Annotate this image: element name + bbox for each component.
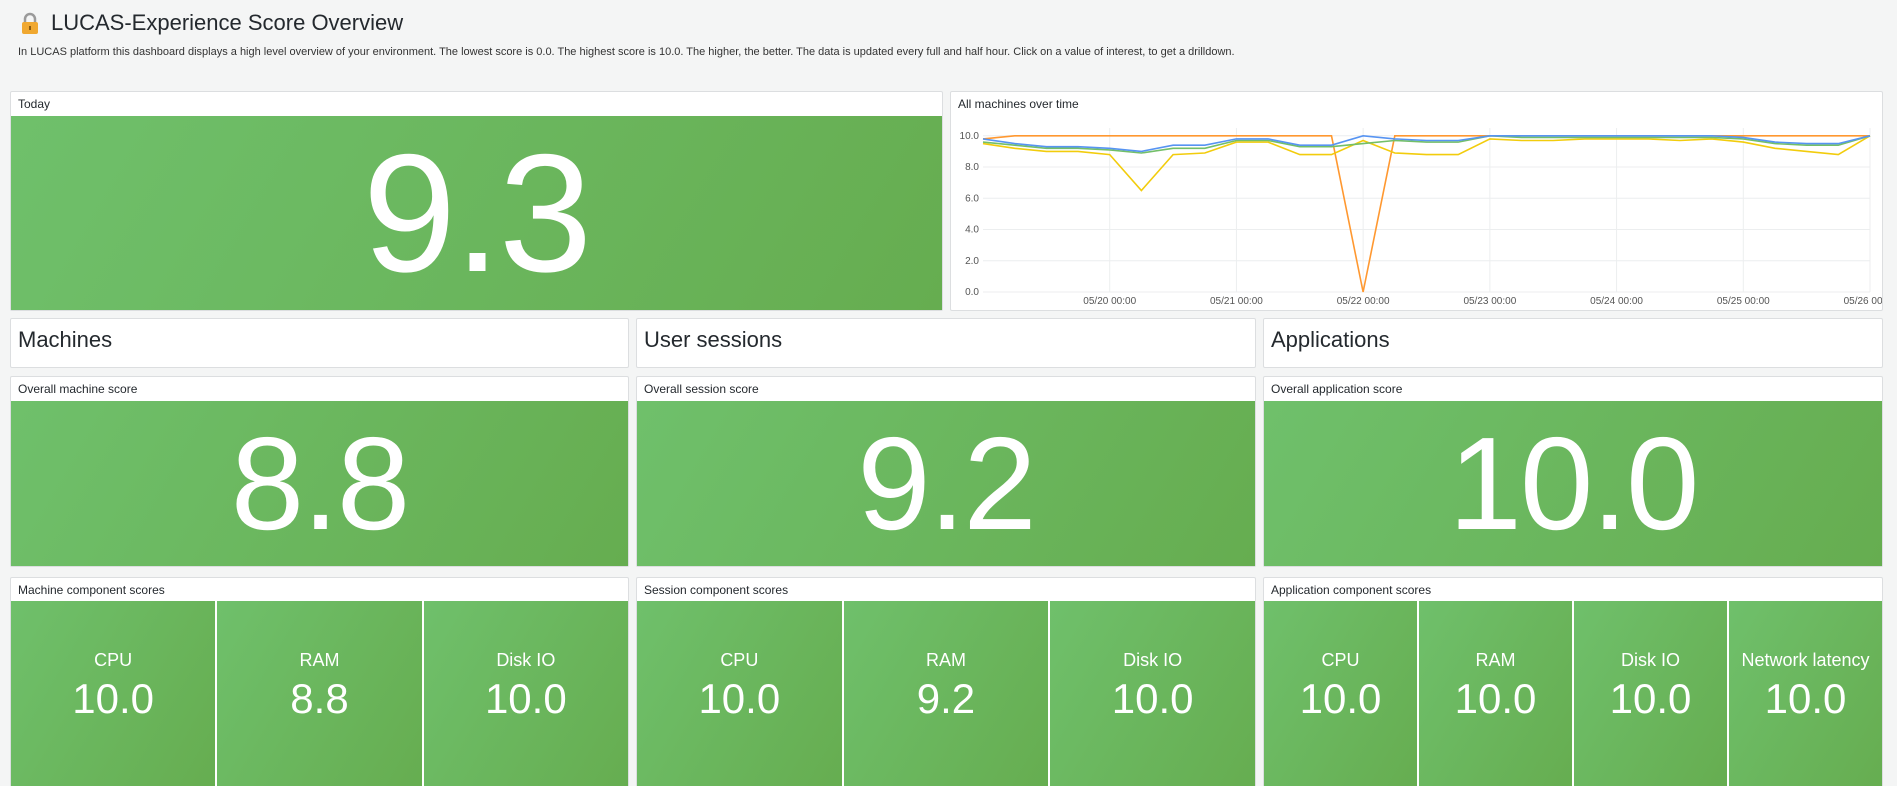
score-panel: Overall application score 10.0 (1263, 376, 1883, 567)
chart-title: All machines over time (958, 97, 1079, 111)
component-score[interactable]: 10.0 (1299, 674, 1382, 722)
component-tile[interactable]: CPU 10.0 (11, 601, 216, 786)
section-header-panel: Applications (1263, 318, 1883, 368)
today-score-tile[interactable]: 9.3 (11, 116, 942, 310)
x-tick-label: 05/23 00:00 (1463, 296, 1516, 307)
component-score[interactable]: 8.8 (290, 674, 349, 722)
component-score[interactable]: 9.2 (916, 674, 976, 722)
x-tick-label: 05/26 00:00 (1844, 296, 1882, 307)
section-title: Machines (18, 327, 113, 352)
y-tick-label: 4.0 (965, 225, 979, 236)
series-line (982, 135, 1871, 192)
y-tick-label: 0.0 (965, 287, 979, 298)
series-line (982, 135, 1870, 293)
score-panel: Overall session score 9.2 (636, 376, 1256, 567)
section-header-panel: Machines (10, 318, 629, 368)
component-label[interactable]: Disk IO (1123, 649, 1183, 670)
component-tile[interactable]: Disk IO 10.0 (1050, 601, 1255, 786)
component-label[interactable]: Network latency (1741, 649, 1870, 670)
x-tick-label: 05/25 00:00 (1717, 296, 1770, 307)
component-tile[interactable]: RAM 8.8 (217, 601, 422, 786)
panel-title: Session component scores (644, 583, 789, 597)
x-tick-label: 05/21 00:00 (1210, 296, 1263, 307)
component-score[interactable]: 10.0 (1111, 674, 1194, 722)
component-score[interactable]: 10.0 (484, 674, 567, 722)
overall-score[interactable]: 9.2 (857, 409, 1036, 557)
y-tick-label: 2.0 (965, 256, 979, 267)
component-tile[interactable]: Disk IO 10.0 (1574, 601, 1727, 786)
panel-title: Overall machine score (18, 382, 138, 396)
x-tick-label: 05/24 00:00 (1590, 296, 1643, 307)
panel-title: Overall application score (1271, 382, 1403, 396)
component-score[interactable]: 10.0 (72, 674, 155, 722)
component-label[interactable]: RAM (925, 649, 966, 670)
section-header-panel: User sessions (636, 318, 1256, 368)
chart-panel: All machines over time 0.0 2.0 4.0 6.0 8.0 10… (950, 91, 1883, 311)
overall-score[interactable]: 10.0 (1448, 409, 1700, 557)
component-score[interactable]: 10.0 (1454, 674, 1537, 722)
line-chart: 0.0 2.0 4.0 6.0 8.0 10.0 05/20 00:00 05/21 00:0… (960, 128, 1882, 307)
component-score[interactable]: 10.0 (698, 674, 781, 722)
component-tile[interactable]: CPU 10.0 (637, 601, 842, 786)
component-label[interactable]: RAM (299, 649, 340, 670)
component-label[interactable]: Disk IO (1620, 649, 1680, 670)
section-title: User sessions (644, 327, 783, 352)
score-panel: Overall machine score 8.8 (10, 376, 629, 567)
component-tile[interactable]: Disk IO 10.0 (423, 601, 628, 786)
component-label[interactable]: CPU (720, 649, 759, 670)
today-panel: Today 9.3 (10, 91, 943, 311)
panel-title: Application component scores (1271, 583, 1432, 597)
component-label[interactable]: CPU (1321, 649, 1360, 670)
panel-title: Overall session score (644, 382, 759, 396)
y-tick-label: 8.0 (965, 162, 979, 173)
components-panel: Application component scores CPU 10.0 RAM 10… (1263, 577, 1883, 786)
component-tile[interactable]: Network latency 10.0 (1729, 601, 1882, 786)
component-label[interactable]: CPU (94, 649, 133, 670)
score-tile[interactable]: 9.2 (637, 401, 1255, 566)
page-description: In LUCAS platform this dashboard display… (18, 46, 1235, 58)
score-tile[interactable]: 10.0 (1264, 401, 1882, 566)
series-line (982, 134, 1871, 154)
today-score[interactable]: 9.3 (362, 119, 593, 307)
component-score[interactable]: 10.0 (1609, 674, 1692, 722)
component-score[interactable]: 10.0 (1764, 674, 1847, 722)
section-title: Applications (1271, 327, 1390, 352)
y-tick-label: 10.0 (960, 131, 980, 142)
panel-title: Machine component scores (18, 583, 165, 597)
component-tile[interactable]: CPU 10.0 (1264, 601, 1417, 786)
panel-title: Today (18, 97, 51, 111)
component-tile[interactable]: RAM 9.2 (843, 601, 1049, 786)
overall-score[interactable]: 8.8 (230, 409, 410, 557)
lock-icon (22, 12, 38, 34)
x-tick-label: 05/22 00:00 (1337, 296, 1390, 307)
components-panel: Machine component scores CPU 10.0 RAM 8.8 Dis… (10, 577, 629, 786)
page-title: LUCAS-Experience Score Overview (51, 10, 404, 35)
component-label[interactable]: RAM (1475, 649, 1516, 670)
component-label[interactable]: Disk IO (496, 649, 556, 670)
y-tick-label: 6.0 (965, 193, 979, 204)
score-tile[interactable]: 8.8 (11, 401, 628, 566)
x-tick-label: 05/20 00:00 (1083, 296, 1136, 307)
components-panel: Session component scores CPU 10.0 RAM 9.2 Dis… (636, 577, 1256, 786)
component-tile[interactable]: RAM 10.0 (1419, 601, 1572, 786)
series-line (982, 134, 1871, 153)
